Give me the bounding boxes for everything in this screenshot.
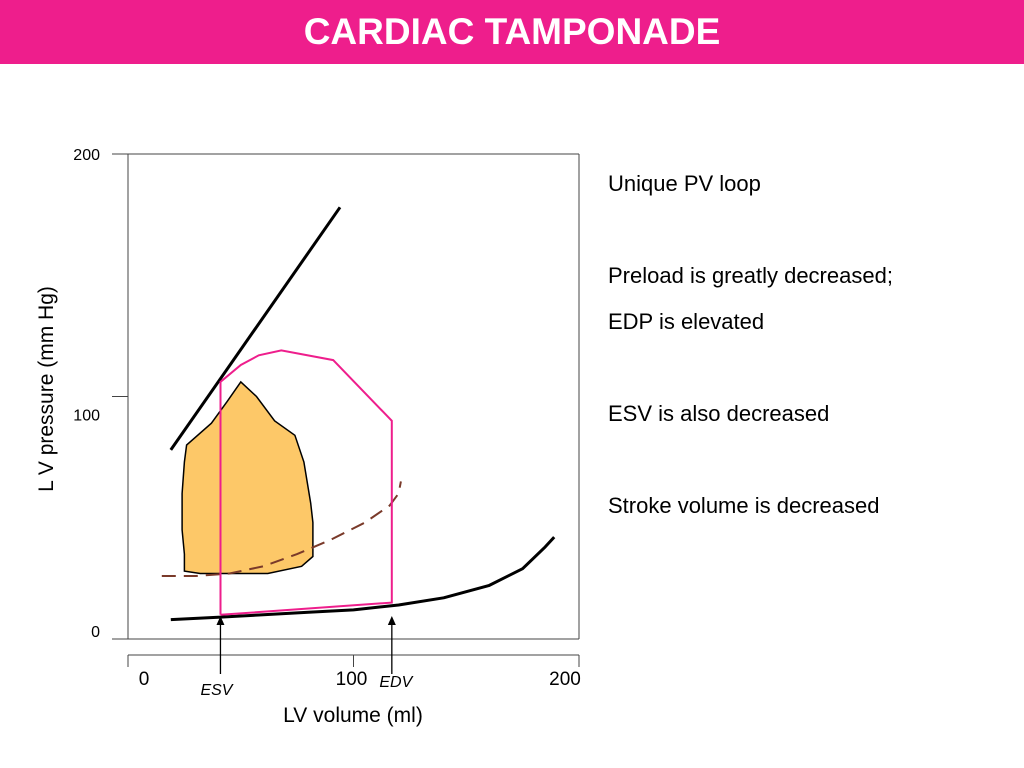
esv-label: ESV [200, 682, 233, 699]
normal-pv-loop [219, 349, 393, 616]
slide-header: CARDIAC TAMPONADE [0, 0, 1024, 64]
y-tick-label: 0 [91, 624, 100, 641]
y-tick-label: 100 [73, 408, 100, 425]
pv-loop-chart: 0 100 200 0 100 200 LV volume (ml) L V pressure… [35, 147, 581, 727]
x-tick-label: 0 [139, 669, 150, 690]
note-edp: EDP is elevated [608, 309, 765, 334]
y-axis-title: L V pressure (mm Hg) [35, 286, 58, 492]
note-unique-loop: Unique PV loop [608, 171, 761, 196]
y-tick-label: 200 [73, 147, 100, 164]
note-esv: ESV is also decreased [608, 401, 830, 426]
espvr-line [169, 206, 342, 451]
normal-edpvr-curve [170, 536, 556, 622]
tamponade-pv-loop [181, 380, 314, 575]
tamponade-edpvr-dashed-curve [161, 481, 402, 577]
x-axis-title: LV volume (ml) [283, 704, 423, 727]
slide-title: CARDIAC TAMPONADE [303, 11, 721, 52]
note-stroke-volume: Stroke volume is decreased [608, 493, 880, 518]
esv-arrow-head [216, 616, 225, 625]
edv-label: EDV [379, 674, 413, 691]
x-tick-label: 100 [336, 669, 368, 690]
edv-arrow-head [387, 616, 396, 625]
note-preload: Preload is greatly decreased; [608, 263, 893, 288]
x-tick-label: 200 [549, 669, 581, 690]
